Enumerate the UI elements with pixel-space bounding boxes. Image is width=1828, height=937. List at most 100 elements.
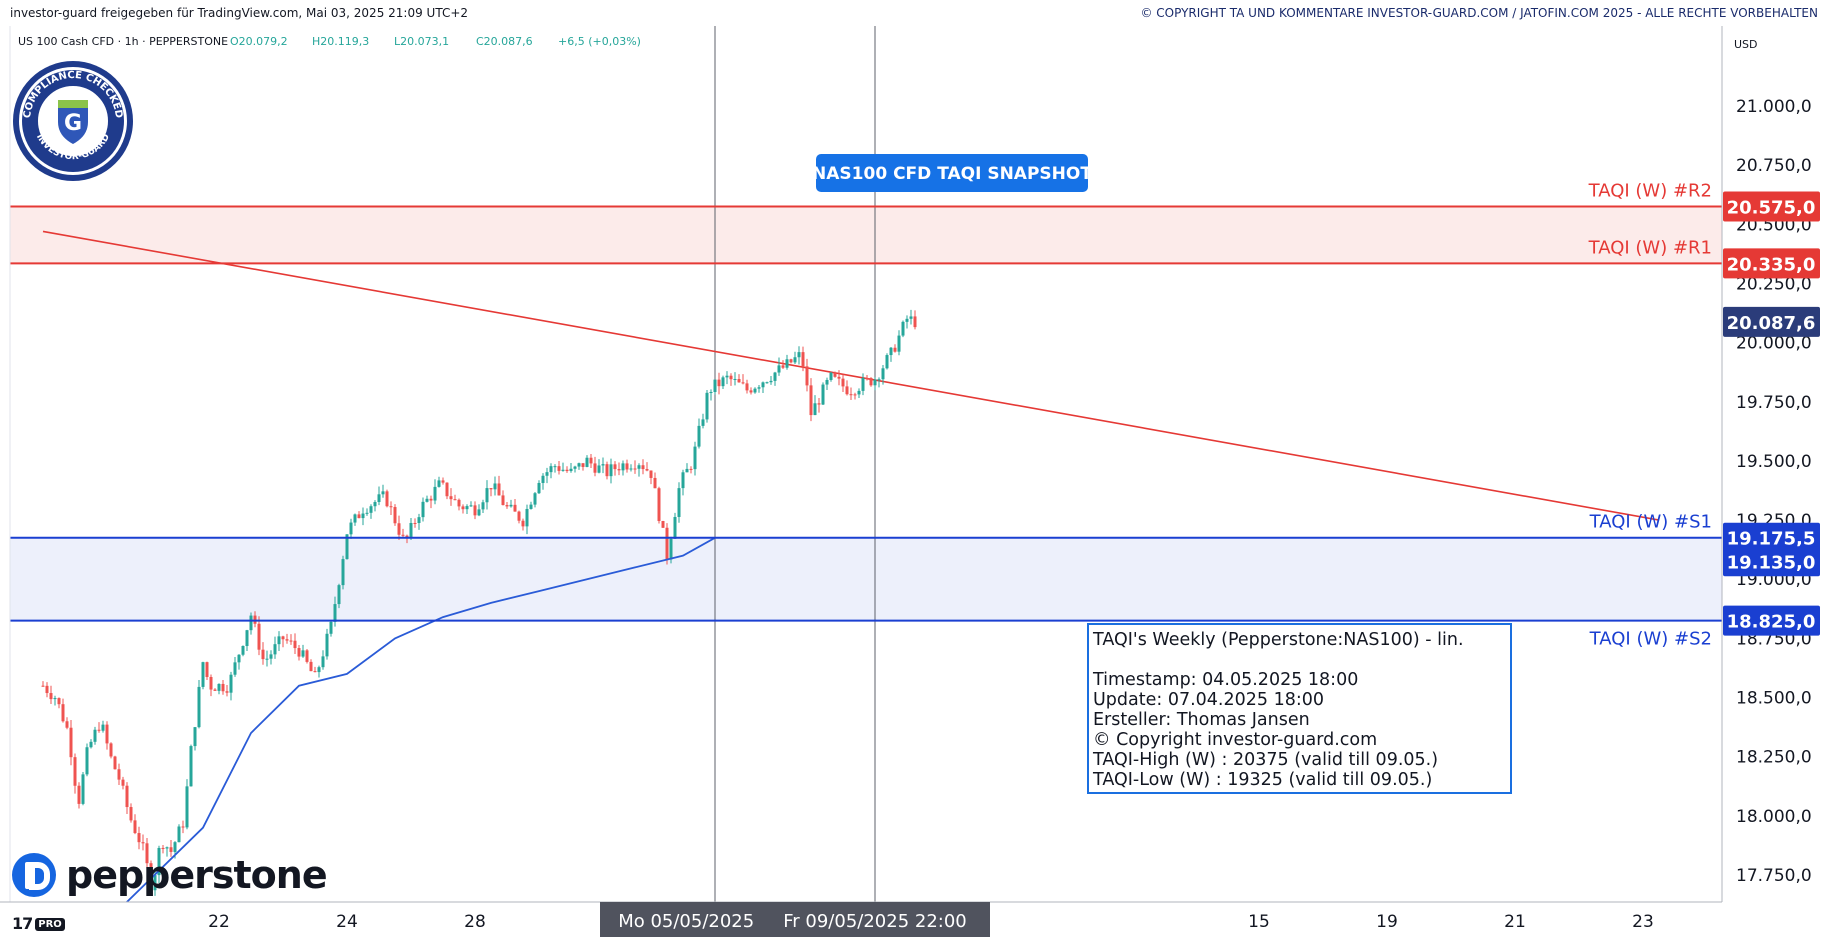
candle-body — [505, 505, 509, 507]
level-price-tag — [1723, 248, 1820, 279]
candle-body — [169, 847, 173, 852]
candle-body — [301, 650, 305, 657]
candle-body — [113, 756, 117, 770]
candle-body — [621, 463, 625, 471]
candle-body — [757, 387, 761, 389]
candle-body — [349, 522, 353, 535]
candle-body — [693, 446, 697, 470]
candle-body — [617, 469, 621, 471]
candle-body — [313, 671, 317, 673]
info-box-line: © Copyright investor-guard.com — [1093, 730, 1377, 750]
candle-body — [465, 506, 469, 510]
candle-body — [445, 482, 449, 497]
tradingview-logo: 17 PRO — [12, 914, 65, 933]
candle-body — [657, 488, 661, 522]
y-tick-label: 20.000,0 — [1736, 334, 1812, 354]
candle-body — [293, 640, 297, 649]
candle-body — [273, 644, 277, 655]
candle-body — [601, 464, 605, 466]
candle-body — [725, 375, 729, 378]
candle-body — [229, 674, 233, 693]
level-name-label: TAQI (W) #S2 — [1589, 629, 1712, 650]
candle-body — [57, 698, 61, 705]
candle-body — [761, 382, 765, 388]
zone-support — [10, 537, 1722, 621]
x-tick-label: 22 — [208, 912, 230, 932]
candle-body — [865, 377, 869, 379]
level-price-text: 20.575,0 — [1727, 198, 1816, 219]
candle-body — [433, 486, 437, 501]
moving-average-line — [125, 537, 716, 902]
candle-body — [777, 365, 781, 373]
candle-body — [901, 321, 905, 336]
candle-body — [117, 769, 121, 780]
candle-body — [685, 468, 689, 473]
candle-body — [649, 470, 653, 478]
ohlc-close: C20.087,6 — [476, 35, 533, 48]
candle-body — [793, 357, 797, 363]
candle-body — [157, 847, 161, 876]
trendline — [42, 230, 1660, 521]
last-price-text: 20.087,6 — [1727, 313, 1816, 334]
candle-body — [549, 466, 553, 473]
candle-body — [309, 661, 313, 672]
pepperstone-logo: pepperstone — [12, 852, 328, 898]
candle-body — [277, 636, 281, 645]
info-box-line: TAQI-High (W) : 20375 (valid till 09.05.… — [1092, 750, 1438, 770]
candle-body — [513, 504, 517, 512]
y-tick-label: 20.250,0 — [1736, 274, 1812, 294]
candle-body — [885, 355, 889, 369]
candle-body — [533, 493, 537, 505]
level-price-tag — [1723, 605, 1820, 636]
candle-body — [853, 394, 857, 396]
candle-body — [809, 385, 813, 416]
copyright-info: © COPYRIGHT TA UND KOMMENTARE INVESTOR-G… — [1140, 6, 1818, 20]
candle-body — [637, 465, 641, 469]
candle-body — [705, 392, 709, 420]
info-box-line: Update: 07.04.2025 18:00 — [1093, 690, 1324, 710]
tv-mark: 17 — [12, 914, 33, 933]
candle-body — [453, 499, 457, 501]
zone-resistance — [10, 206, 1722, 264]
candle-body — [869, 378, 873, 386]
candle-body — [133, 820, 137, 834]
candle-body — [645, 469, 649, 471]
x-tick-label: 24 — [336, 912, 358, 932]
candle-body — [741, 382, 745, 384]
candle-body — [285, 639, 289, 641]
candle-body — [265, 658, 269, 660]
candle-body — [525, 508, 529, 527]
candle-body — [753, 388, 757, 393]
candle-body — [421, 501, 425, 518]
candle-body — [73, 757, 77, 786]
candle-body — [181, 826, 185, 828]
price-change: +6,5 (+0,03%) — [558, 35, 641, 48]
pepperstone-wordmark: pepperstone — [66, 853, 328, 897]
candle-body — [825, 379, 829, 385]
candle-body — [481, 502, 485, 510]
candle-body — [161, 847, 165, 849]
candle-body — [77, 785, 81, 804]
y-tick-label: 18.000,0 — [1736, 807, 1812, 827]
candle-body — [585, 457, 589, 467]
candle-body — [629, 468, 633, 470]
candle-body — [49, 693, 53, 700]
candle-body — [109, 743, 113, 757]
candle-body — [121, 779, 125, 786]
publish-info: investor-guard freigegeben für TradingVi… — [10, 6, 469, 20]
candle-body — [393, 507, 397, 524]
candle-body — [369, 506, 373, 513]
candle-body — [557, 466, 561, 471]
y-tick-label: 18.500,0 — [1736, 689, 1812, 709]
candle-body — [401, 534, 405, 536]
candle-body — [205, 662, 209, 678]
candle-body — [353, 514, 357, 523]
candle-body — [641, 465, 645, 470]
candle-body — [905, 318, 909, 322]
candle-body — [145, 843, 149, 864]
candle-body — [217, 683, 221, 691]
candle-body — [721, 377, 725, 387]
candle-body — [165, 847, 169, 849]
candle-body — [405, 535, 409, 538]
